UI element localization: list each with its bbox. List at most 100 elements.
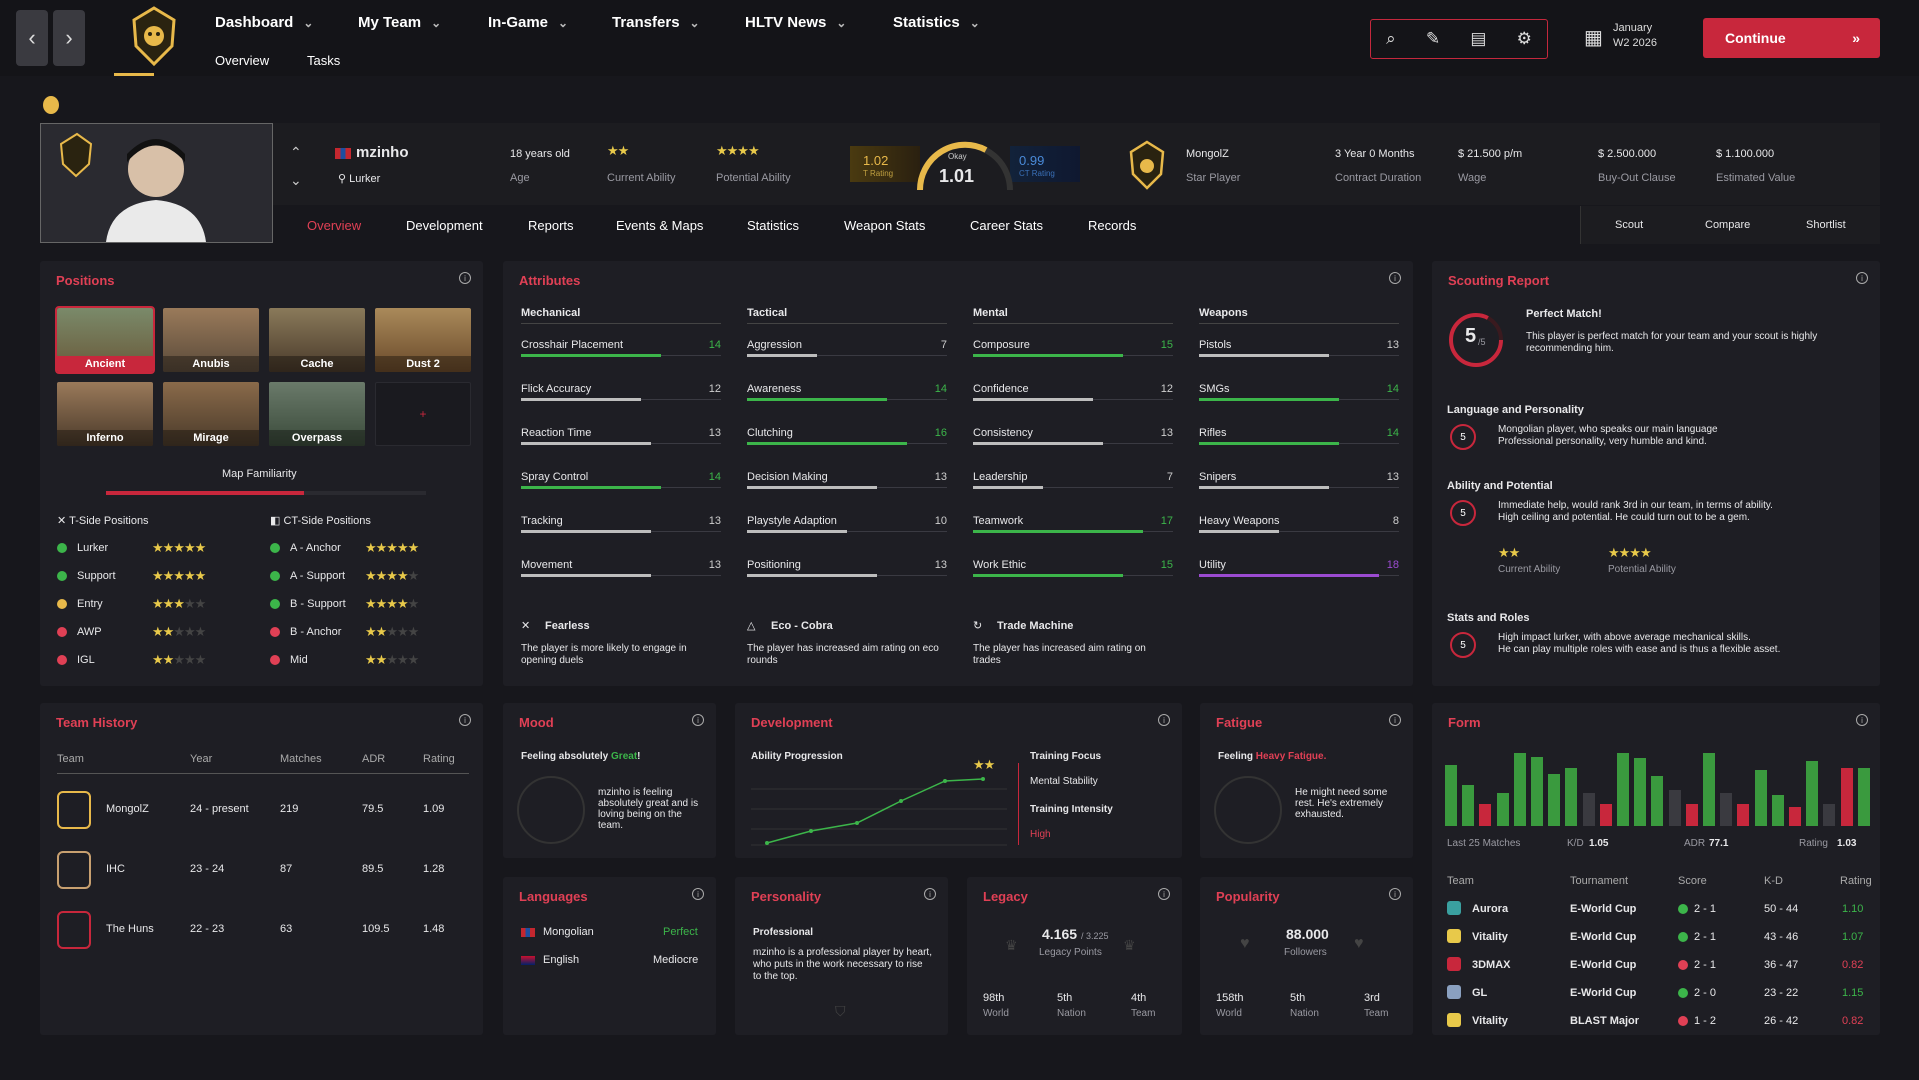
t-rating: 1.02 bbox=[863, 153, 889, 168]
compare-button[interactable]: Compare bbox=[1705, 219, 1751, 231]
info-icon[interactable]: i bbox=[1389, 888, 1401, 900]
value-label: Estimated Value bbox=[1716, 172, 1796, 184]
attribute-row: Pistols 13 bbox=[1199, 339, 1399, 361]
gear-icon[interactable]: ⚙ bbox=[1516, 29, 1532, 48]
chevron-up-icon[interactable]: ⌃ bbox=[290, 144, 302, 160]
submenu-tasks[interactable]: Tasks bbox=[307, 53, 341, 68]
scout-section-line: Professional personality, very humble an… bbox=[1498, 436, 1707, 447]
team-logo[interactable] bbox=[128, 6, 180, 68]
fatigue-panel: Fatigue i Feeling Heavy Fatigue. He migh… bbox=[1200, 703, 1413, 858]
menu-dashboard[interactable]: Dashboard ⌄ bbox=[215, 14, 314, 31]
history-cell: 109.5 bbox=[362, 923, 390, 935]
language-level: Perfect bbox=[663, 926, 698, 938]
tab-career-stats[interactable]: Career Stats bbox=[970, 218, 1043, 233]
history-cell: MongolZ bbox=[106, 803, 149, 815]
divider bbox=[973, 323, 1173, 324]
tab-weapon-stats[interactable]: Weapon Stats bbox=[844, 218, 926, 233]
map-dust2[interactable]: Dust 2 bbox=[375, 308, 471, 372]
languages-panel: Languages i Mongolian Perfect English Me… bbox=[503, 877, 716, 1035]
back-arrow-icon[interactable]: ‹ bbox=[16, 10, 48, 66]
map-cache[interactable]: Cache bbox=[269, 308, 365, 372]
info-icon[interactable]: i bbox=[1856, 272, 1868, 284]
scout-score-max: /5 bbox=[1478, 337, 1486, 347]
info-icon[interactable]: i bbox=[1158, 888, 1170, 900]
info-icon[interactable]: i bbox=[1389, 272, 1401, 284]
matches-header-cell: K-D bbox=[1764, 875, 1783, 887]
menu-in-game[interactable]: In-Game ⌄ bbox=[488, 14, 569, 31]
attribute-value: 13 bbox=[1386, 339, 1399, 351]
menu-my-team[interactable]: My Team ⌄ bbox=[358, 14, 442, 31]
attribute-value: 14 bbox=[1386, 383, 1399, 395]
player-name: mzinho bbox=[356, 144, 409, 161]
map-overpass[interactable]: Overpass bbox=[269, 382, 365, 446]
attribute-name: SMGs bbox=[1199, 383, 1230, 395]
menu-transfers[interactable]: Transfers ⌄ bbox=[612, 14, 700, 31]
continue-button[interactable]: Continue» bbox=[1703, 18, 1880, 58]
position-stars: ★★★★★ bbox=[365, 652, 419, 667]
add-map-slot[interactable]: + bbox=[375, 382, 471, 446]
info-icon[interactable]: i bbox=[924, 888, 936, 900]
tab-events-maps[interactable]: Events & Maps bbox=[616, 218, 704, 233]
info-icon[interactable]: i bbox=[459, 714, 471, 726]
search-icon[interactable]: ⌕ bbox=[1386, 29, 1396, 48]
map-label: Inferno bbox=[57, 430, 153, 446]
info-icon[interactable]: i bbox=[692, 888, 704, 900]
tab-reports[interactable]: Reports bbox=[528, 218, 574, 233]
matches-header-cell: Score bbox=[1678, 875, 1707, 887]
submenu-overview[interactable]: Overview bbox=[215, 53, 270, 68]
shortlist-button[interactable]: Shortlist bbox=[1806, 219, 1846, 231]
book-icon[interactable]: ▤ bbox=[1470, 29, 1487, 48]
attribute-fill bbox=[1199, 530, 1279, 533]
info-icon[interactable]: i bbox=[1389, 714, 1401, 726]
divider bbox=[1018, 763, 1019, 845]
form-panel: Form i Last 25 Matches K/D 1.05 ADR 77.1… bbox=[1432, 703, 1880, 1035]
attribute-name: Spray Control bbox=[521, 471, 589, 483]
tab-development[interactable]: Development bbox=[406, 218, 483, 233]
scout-button[interactable]: Scout bbox=[1615, 219, 1644, 231]
info-icon[interactable]: i bbox=[1856, 714, 1868, 726]
top-bar bbox=[0, 0, 1919, 76]
map-inferno[interactable]: Inferno bbox=[57, 382, 153, 446]
adr-value: 77.1 bbox=[1709, 838, 1729, 849]
followers-count: 88.000 bbox=[1286, 926, 1329, 942]
info-icon[interactable]: i bbox=[692, 714, 704, 726]
attribute-value: 13 bbox=[708, 559, 721, 571]
forward-arrow-icon[interactable]: › bbox=[53, 10, 85, 66]
info-icon[interactable]: i bbox=[1158, 714, 1170, 726]
position-indicator-dot bbox=[270, 627, 280, 637]
map-label: Overpass bbox=[269, 430, 365, 446]
tab-records[interactable]: Records bbox=[1088, 218, 1137, 233]
menu-hltv-news[interactable]: HLTV News ⌄ bbox=[745, 14, 847, 31]
form-bar bbox=[1599, 804, 1612, 826]
history-cell: 23 - 24 bbox=[190, 863, 225, 875]
attribute-value: 8 bbox=[1392, 515, 1399, 527]
map-ancient[interactable]: Ancient bbox=[55, 306, 155, 374]
scout-section-score: 5 bbox=[1450, 632, 1476, 658]
t-rating-label: T Rating bbox=[863, 169, 894, 178]
attribute-name: Positioning bbox=[747, 559, 801, 571]
scout-headline: Perfect Match! bbox=[1526, 308, 1602, 320]
trait-description: The player is more likely to engage in o… bbox=[521, 643, 687, 666]
attribute-value: 14 bbox=[708, 471, 721, 483]
attribute-fill bbox=[521, 530, 651, 533]
crown-icon: ♛ bbox=[1123, 937, 1136, 953]
ability-progression-label: Ability Progression bbox=[751, 751, 843, 762]
rank-value: 4th bbox=[1131, 992, 1147, 1004]
tab-overview[interactable]: Overview bbox=[307, 218, 362, 233]
rank-label: Nation bbox=[1290, 1008, 1319, 1019]
calendar-icon[interactable]: ▦ bbox=[1584, 27, 1603, 49]
chevron-down-icon[interactable]: ⌄ bbox=[290, 172, 302, 188]
info-icon[interactable]: i bbox=[459, 272, 471, 284]
map-anubis[interactable]: Anubis bbox=[163, 308, 259, 372]
attribute-name: Work Ethic bbox=[973, 559, 1026, 571]
match-tournament: E-World Cup bbox=[1570, 931, 1637, 943]
tab-statistics[interactable]: Statistics bbox=[747, 218, 800, 233]
action-bar bbox=[1580, 206, 1880, 244]
edit-icon[interactable]: ✎ bbox=[1425, 29, 1441, 48]
menu-statistics[interactable]: Statistics ⌄ bbox=[893, 14, 980, 31]
attribute-value: 13 bbox=[1386, 471, 1399, 483]
attribute-name: Teamwork bbox=[973, 515, 1024, 527]
attribute-row: Utility 18 bbox=[1199, 559, 1399, 581]
adr-label: ADR bbox=[1684, 838, 1706, 849]
map-mirage[interactable]: Mirage bbox=[163, 382, 259, 446]
